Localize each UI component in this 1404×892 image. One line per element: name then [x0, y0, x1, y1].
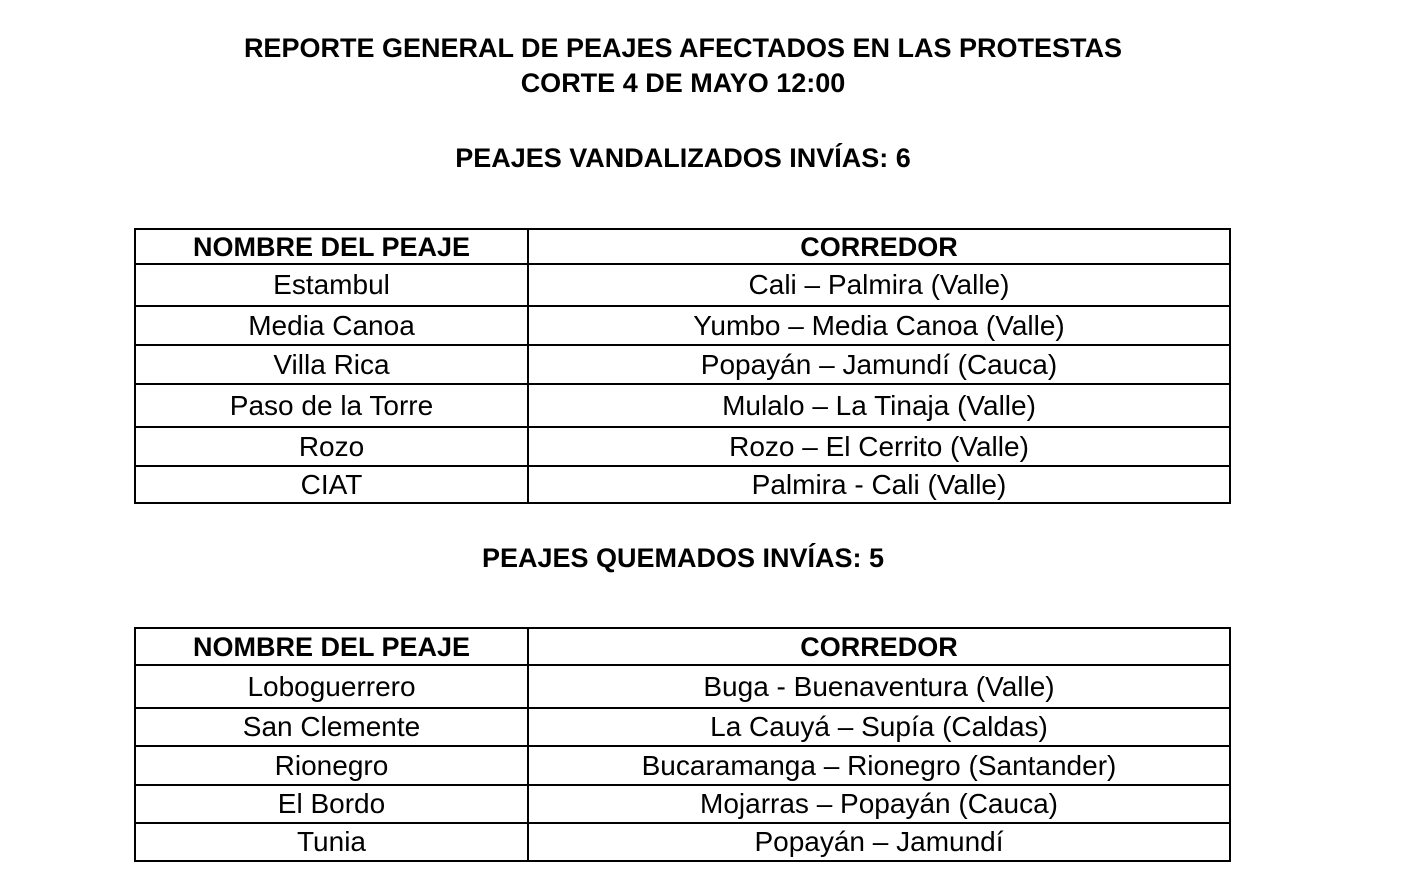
column-header-corredor: CORREDOR: [527, 228, 1231, 265]
table-row: Tunia Popayán – Jamundí: [134, 822, 1231, 862]
peaje-name-cell: El Bordo: [134, 784, 529, 824]
peaje-name-cell: Estambul: [134, 263, 529, 307]
table-row: Loboguerrero Buga - Buenaventura (Valle): [134, 664, 1231, 709]
corredor-cell: Yumbo – Media Canoa (Valle): [527, 305, 1231, 346]
table-row: Rionegro Bucaramanga – Rionegro (Santande…: [134, 745, 1231, 786]
vandalizados-table: NOMBRE DEL PEAJE CORREDOR Estambul Cali –…: [134, 228, 1231, 504]
column-header-nombre: NOMBRE DEL PEAJE: [134, 228, 529, 265]
corredor-cell: Cali – Palmira (Valle): [527, 263, 1231, 307]
corredor-cell: Mulalo – La Tinaja (Valle): [527, 383, 1231, 428]
vandalizados-heading: PEAJES VANDALIZADOS INVÍAS: 6: [455, 143, 911, 173]
table-row: Media Canoa Yumbo – Media Canoa (Valle): [134, 305, 1231, 346]
column-header-nombre: NOMBRE DEL PEAJE: [134, 627, 529, 666]
corredor-cell: La Cauyá – Supía (Caldas): [527, 707, 1231, 747]
table-header-row: NOMBRE DEL PEAJE CORREDOR: [134, 627, 1231, 666]
quemados-table-body: Loboguerrero Buga - Buenaventura (Valle) S…: [134, 664, 1231, 862]
table-row: Rozo Rozo – El Cerrito (Valle): [134, 426, 1231, 467]
table-row: Villa Rica Popayán – Jamundí (Cauca): [134, 344, 1231, 385]
quemados-table: NOMBRE DEL PEAJE CORREDOR Loboguerrero Bu…: [134, 627, 1231, 862]
peaje-name-cell: Media Canoa: [134, 305, 529, 346]
table-header-row: NOMBRE DEL PEAJE CORREDOR: [134, 228, 1231, 265]
corredor-cell: Bucaramanga – Rionegro (Santander): [527, 745, 1231, 786]
table-row: CIAT Palmira - Cali (Valle): [134, 465, 1231, 504]
vandalizados-table-body: Estambul Cali – Palmira (Valle) Media Cano…: [134, 263, 1231, 504]
table-row: Paso de la Torre Mulalo – La Tinaja (Vall…: [134, 383, 1231, 428]
table-row: San Clemente La Cauyá – Supía (Caldas): [134, 707, 1231, 747]
peaje-name-cell: Rozo: [134, 426, 529, 467]
corredor-cell: Popayán – Jamundí: [527, 822, 1231, 862]
peaje-name-cell: Tunia: [134, 822, 529, 862]
report-title: REPORTE GENERAL DE PEAJES AFECTADOS EN L…: [243, 33, 1123, 63]
peaje-name-cell: Rionegro: [134, 745, 529, 786]
corredor-cell: Palmira - Cali (Valle): [527, 465, 1231, 504]
table-row: El Bordo Mojarras – Popayán (Cauca): [134, 784, 1231, 824]
corredor-cell: Mojarras – Popayán (Cauca): [527, 784, 1231, 824]
peaje-name-cell: San Clemente: [134, 707, 529, 747]
peaje-name-cell: CIAT: [134, 465, 529, 504]
corredor-cell: Popayán – Jamundí (Cauca): [527, 344, 1231, 385]
corredor-cell: Rozo – El Cerrito (Valle): [527, 426, 1231, 467]
quemados-heading: PEAJES QUEMADOS INVÍAS: 5: [481, 543, 885, 573]
column-header-corredor: CORREDOR: [527, 627, 1231, 666]
peaje-name-cell: Villa Rica: [134, 344, 529, 385]
table-row: Estambul Cali – Palmira (Valle): [134, 263, 1231, 307]
peaje-name-cell: Loboguerrero: [134, 664, 529, 709]
peaje-name-cell: Paso de la Torre: [134, 383, 529, 428]
corredor-cell: Buga - Buenaventura (Valle): [527, 664, 1231, 709]
report-cutoff-date: CORTE 4 DE MAYO 12:00: [520, 68, 846, 98]
